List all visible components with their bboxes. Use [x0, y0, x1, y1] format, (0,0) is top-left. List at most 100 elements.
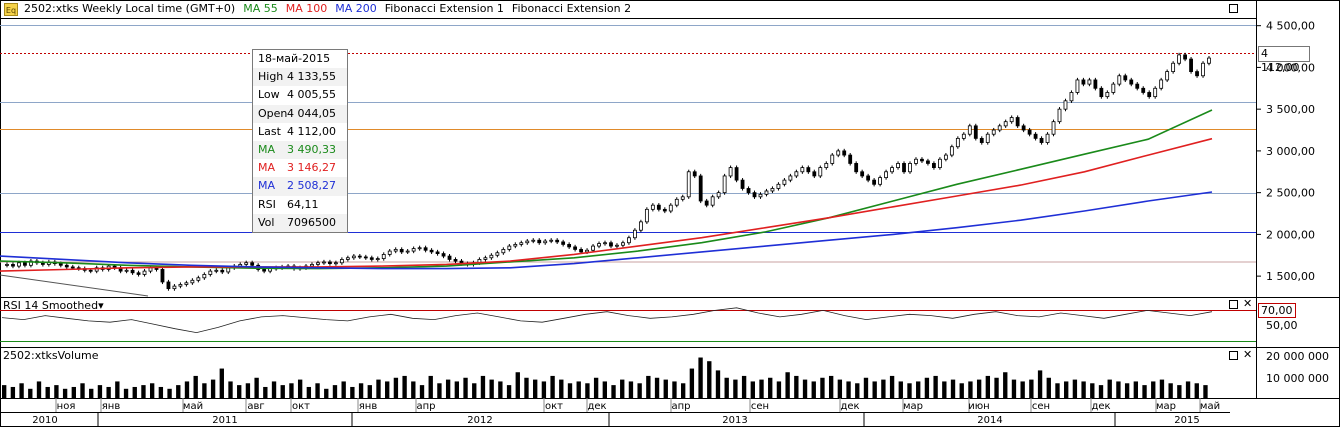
volume-bar [306, 386, 312, 398]
instrument-label[interactable]: 2502:xtks Weekly Local time (GMT+0) [24, 2, 236, 15]
candle-body [961, 133, 966, 139]
candle-body [555, 239, 560, 243]
candle-body [1033, 133, 1038, 139]
volume-bar [942, 381, 947, 398]
candle-body [842, 150, 847, 156]
candle-body [573, 246, 578, 250]
candle-body [220, 269, 225, 273]
indicator-ma55[interactable]: MA 55 [243, 2, 278, 15]
volume-bar [245, 383, 251, 398]
volume-title[interactable]: 2502:xtksVolume [3, 349, 99, 362]
indicator-fib1[interactable]: Fibonacci Extension 1 [384, 2, 504, 15]
tooltip-value: 4 005,55 [287, 88, 336, 102]
tooltip-value: 2 508,27 [287, 179, 336, 193]
candle-body [1093, 79, 1098, 89]
y-tick-label: 4 000,00 [1266, 61, 1315, 74]
candle-body [5, 264, 9, 266]
candle-body [1069, 92, 1074, 102]
candle-body [1111, 83, 1116, 93]
candle-body [824, 163, 829, 169]
candle-body [866, 175, 871, 181]
candle-body [860, 171, 865, 177]
candle-body [172, 285, 177, 290]
x-year-label: 2015 [1174, 415, 1199, 426]
x-month-label: май [183, 401, 203, 412]
volume-bar [515, 372, 520, 398]
volume-bar [550, 375, 555, 398]
candle-body [746, 188, 751, 194]
candle-body [1183, 54, 1187, 60]
candle-body [531, 239, 536, 242]
volume-bar [254, 377, 259, 398]
rsi-level-tag: 70,00 [1258, 303, 1296, 318]
volume-bar [611, 385, 616, 398]
candle-body [1147, 92, 1152, 98]
x-month-label: ноя [57, 401, 76, 412]
candle-body [638, 221, 643, 231]
volume-bar [506, 385, 512, 398]
volume-bar [741, 375, 747, 398]
candle-body [1201, 62, 1205, 77]
volume-maximize-button[interactable] [1229, 351, 1238, 360]
tooltip-value: 3 146,27 [287, 161, 336, 175]
candle-body [1159, 79, 1164, 89]
indicator-fib2[interactable]: Fibonacci Extension 2 [511, 2, 632, 15]
maximize-button[interactable] [1229, 4, 1238, 13]
candle-body [949, 146, 954, 156]
candle-body [1075, 79, 1080, 93]
volume-bar [297, 379, 303, 398]
volume-bar [959, 383, 964, 398]
tooltip-value: 4 133,55 [287, 70, 336, 84]
volume-bar [45, 386, 50, 398]
candle-body [800, 167, 805, 173]
candle-body [88, 269, 93, 272]
volume-bar [28, 388, 33, 398]
volume-bar [54, 385, 59, 398]
volume-close-icon[interactable]: ✕ [1243, 348, 1253, 361]
y-tick-label: 2 500,00 [1266, 187, 1315, 200]
candle-body [1027, 129, 1032, 135]
candle-body [334, 262, 338, 265]
candle-body [1021, 125, 1026, 131]
candle-body [1105, 92, 1110, 98]
rsi-close-icon[interactable]: ✕ [1243, 297, 1253, 310]
volume-bar [289, 383, 294, 398]
volume-bar [463, 377, 468, 398]
candle-body [603, 242, 607, 245]
candle-body [752, 192, 757, 198]
candle-body [818, 167, 823, 177]
instrument-icon[interactable]: Eq [4, 3, 18, 16]
candle-body [1117, 75, 1122, 85]
candle-body [716, 192, 721, 198]
candle-body [943, 154, 948, 160]
tooltip-row: High 4 133,55 [253, 68, 347, 87]
indicator-ma200[interactable]: MA 200 [335, 2, 377, 15]
volume-bar [19, 383, 24, 398]
candle-body [166, 281, 171, 290]
indicator-ma100[interactable]: MA 100 [285, 2, 328, 15]
volume-bar [628, 381, 634, 398]
volume-bar [916, 381, 921, 398]
volume-bar [62, 388, 68, 398]
candle-body [890, 167, 894, 173]
volume-bar [1159, 379, 1165, 398]
y-tick-label: 4 500,00 [1266, 20, 1315, 33]
volume-bar [637, 383, 642, 398]
candle-body [650, 204, 655, 210]
volume-bar [1133, 381, 1139, 398]
rsi-maximize-button[interactable] [1229, 300, 1238, 309]
candle-body [537, 239, 542, 244]
candle-body [734, 167, 739, 181]
volume-bar [341, 381, 346, 398]
candle-body [567, 244, 572, 248]
candle-body [794, 171, 799, 177]
tooltip-key: MA [258, 179, 276, 193]
candle-body [507, 245, 512, 250]
candle-body [447, 255, 452, 260]
volume-bar [219, 368, 224, 398]
tooltip-key: Vol [258, 215, 275, 229]
volume-bar [654, 377, 660, 398]
rsi-title[interactable]: RSI 14 Smoothed▾ [3, 299, 104, 312]
